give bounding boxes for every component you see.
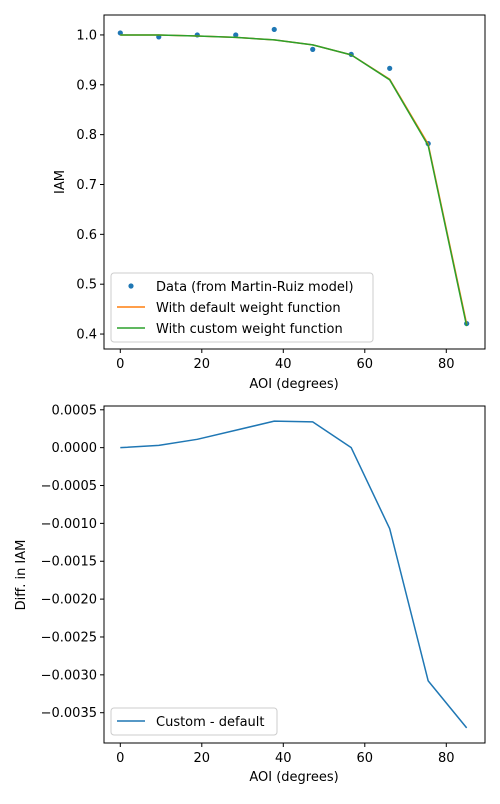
diff-x-axis-label: AOI (degrees) — [249, 770, 338, 785]
iam-series-line-3 — [120, 34, 468, 327]
iam-series — [117, 26, 470, 327]
iam-y-tick-label: 0.4 — [76, 328, 97, 343]
diff-x-tick-label: 60 — [357, 751, 374, 766]
diff-plot-area — [103, 405, 486, 744]
iam-x-tick-label: 80 — [438, 357, 455, 372]
iam-y-axis-label: IAM — [53, 170, 68, 194]
diff-series — [120, 420, 468, 729]
diff-y-tick-label: −0.0025 — [41, 630, 97, 645]
diff-y-axis-label: Diff. in IAM — [14, 540, 29, 611]
iam-x-axis-label: AOI (degrees) — [249, 377, 338, 392]
iam-y-ticks: 0.4 0.5 0.6 0.7 0.8 0.9 1.0 — [76, 28, 104, 343]
iam-legend: Data (from Martin-Ruiz model) With defau… — [110, 272, 374, 343]
diff-legend: Custom - default — [110, 707, 278, 736]
iam-y-tick-label: 1.0 — [76, 28, 97, 43]
iam-y-tick-label: 0.5 — [76, 278, 97, 293]
diff-x-ticks: 0 20 40 60 80 — [116, 743, 455, 766]
diff-x-tick-label: 20 — [194, 751, 211, 766]
diff-x-tick-label: 80 — [438, 751, 455, 766]
diff-y-tick-label: 0.0000 — [52, 441, 98, 456]
diff-y-tick-label: −0.0010 — [41, 517, 97, 532]
iam-y-tick-label: 0.9 — [76, 78, 97, 93]
legend-label-default: With default weight function — [156, 301, 341, 316]
iam-data-point — [310, 46, 316, 52]
diff-y-tick-label: −0.0015 — [41, 555, 97, 570]
diff-y-tick-label: −0.0020 — [41, 593, 97, 608]
iam-legend-box — [110, 272, 374, 343]
legend-label-data: Data (from Martin-Ruiz model) — [156, 280, 354, 295]
legend-label-diff: Custom - default — [156, 715, 265, 730]
iam-data-point — [387, 65, 393, 71]
iam-x-ticks: 0 20 40 60 80 — [116, 349, 455, 372]
legend-marker-data — [128, 283, 134, 289]
iam-y-tick-label: 0.6 — [76, 228, 97, 243]
diff-y-ticks: 0.0005 0.0000 −0.0005 −0.0010 −0.0015 −0.0020… — [41, 403, 104, 721]
iam-data-point — [233, 32, 239, 38]
iam-y-tick-label: 0.8 — [76, 128, 97, 143]
legend-label-custom: With custom weight function — [156, 322, 343, 337]
iam-data-point — [271, 26, 277, 33]
diff-legend-box — [110, 707, 278, 736]
iam-chart: 0.4 0.5 0.6 0.7 0.8 0.9 1.0 0 20 40 60 80 AOI (deg… — [53, 14, 486, 392]
diff-y-tick-label: 0.0005 — [52, 403, 98, 418]
iam-x-tick-label: 20 — [194, 357, 211, 372]
diff-y-tick-label: −0.0035 — [41, 706, 97, 721]
diff-series-line-1 — [120, 420, 468, 729]
diff-x-tick-label: 40 — [275, 751, 292, 766]
diff-y-tick-label: −0.0005 — [41, 479, 97, 494]
diff-chart: 0.0005 0.0000 −0.0005 −0.0010 −0.0015 −0.0020… — [14, 403, 486, 785]
iam-y-tick-label: 0.7 — [76, 178, 97, 193]
diff-y-tick-label: −0.0030 — [41, 668, 97, 683]
diff-x-tick-label: 0 — [116, 751, 124, 766]
iam-x-tick-label: 0 — [116, 357, 124, 372]
iam-x-tick-label: 40 — [275, 357, 292, 372]
iam-x-tick-label: 60 — [357, 357, 374, 372]
